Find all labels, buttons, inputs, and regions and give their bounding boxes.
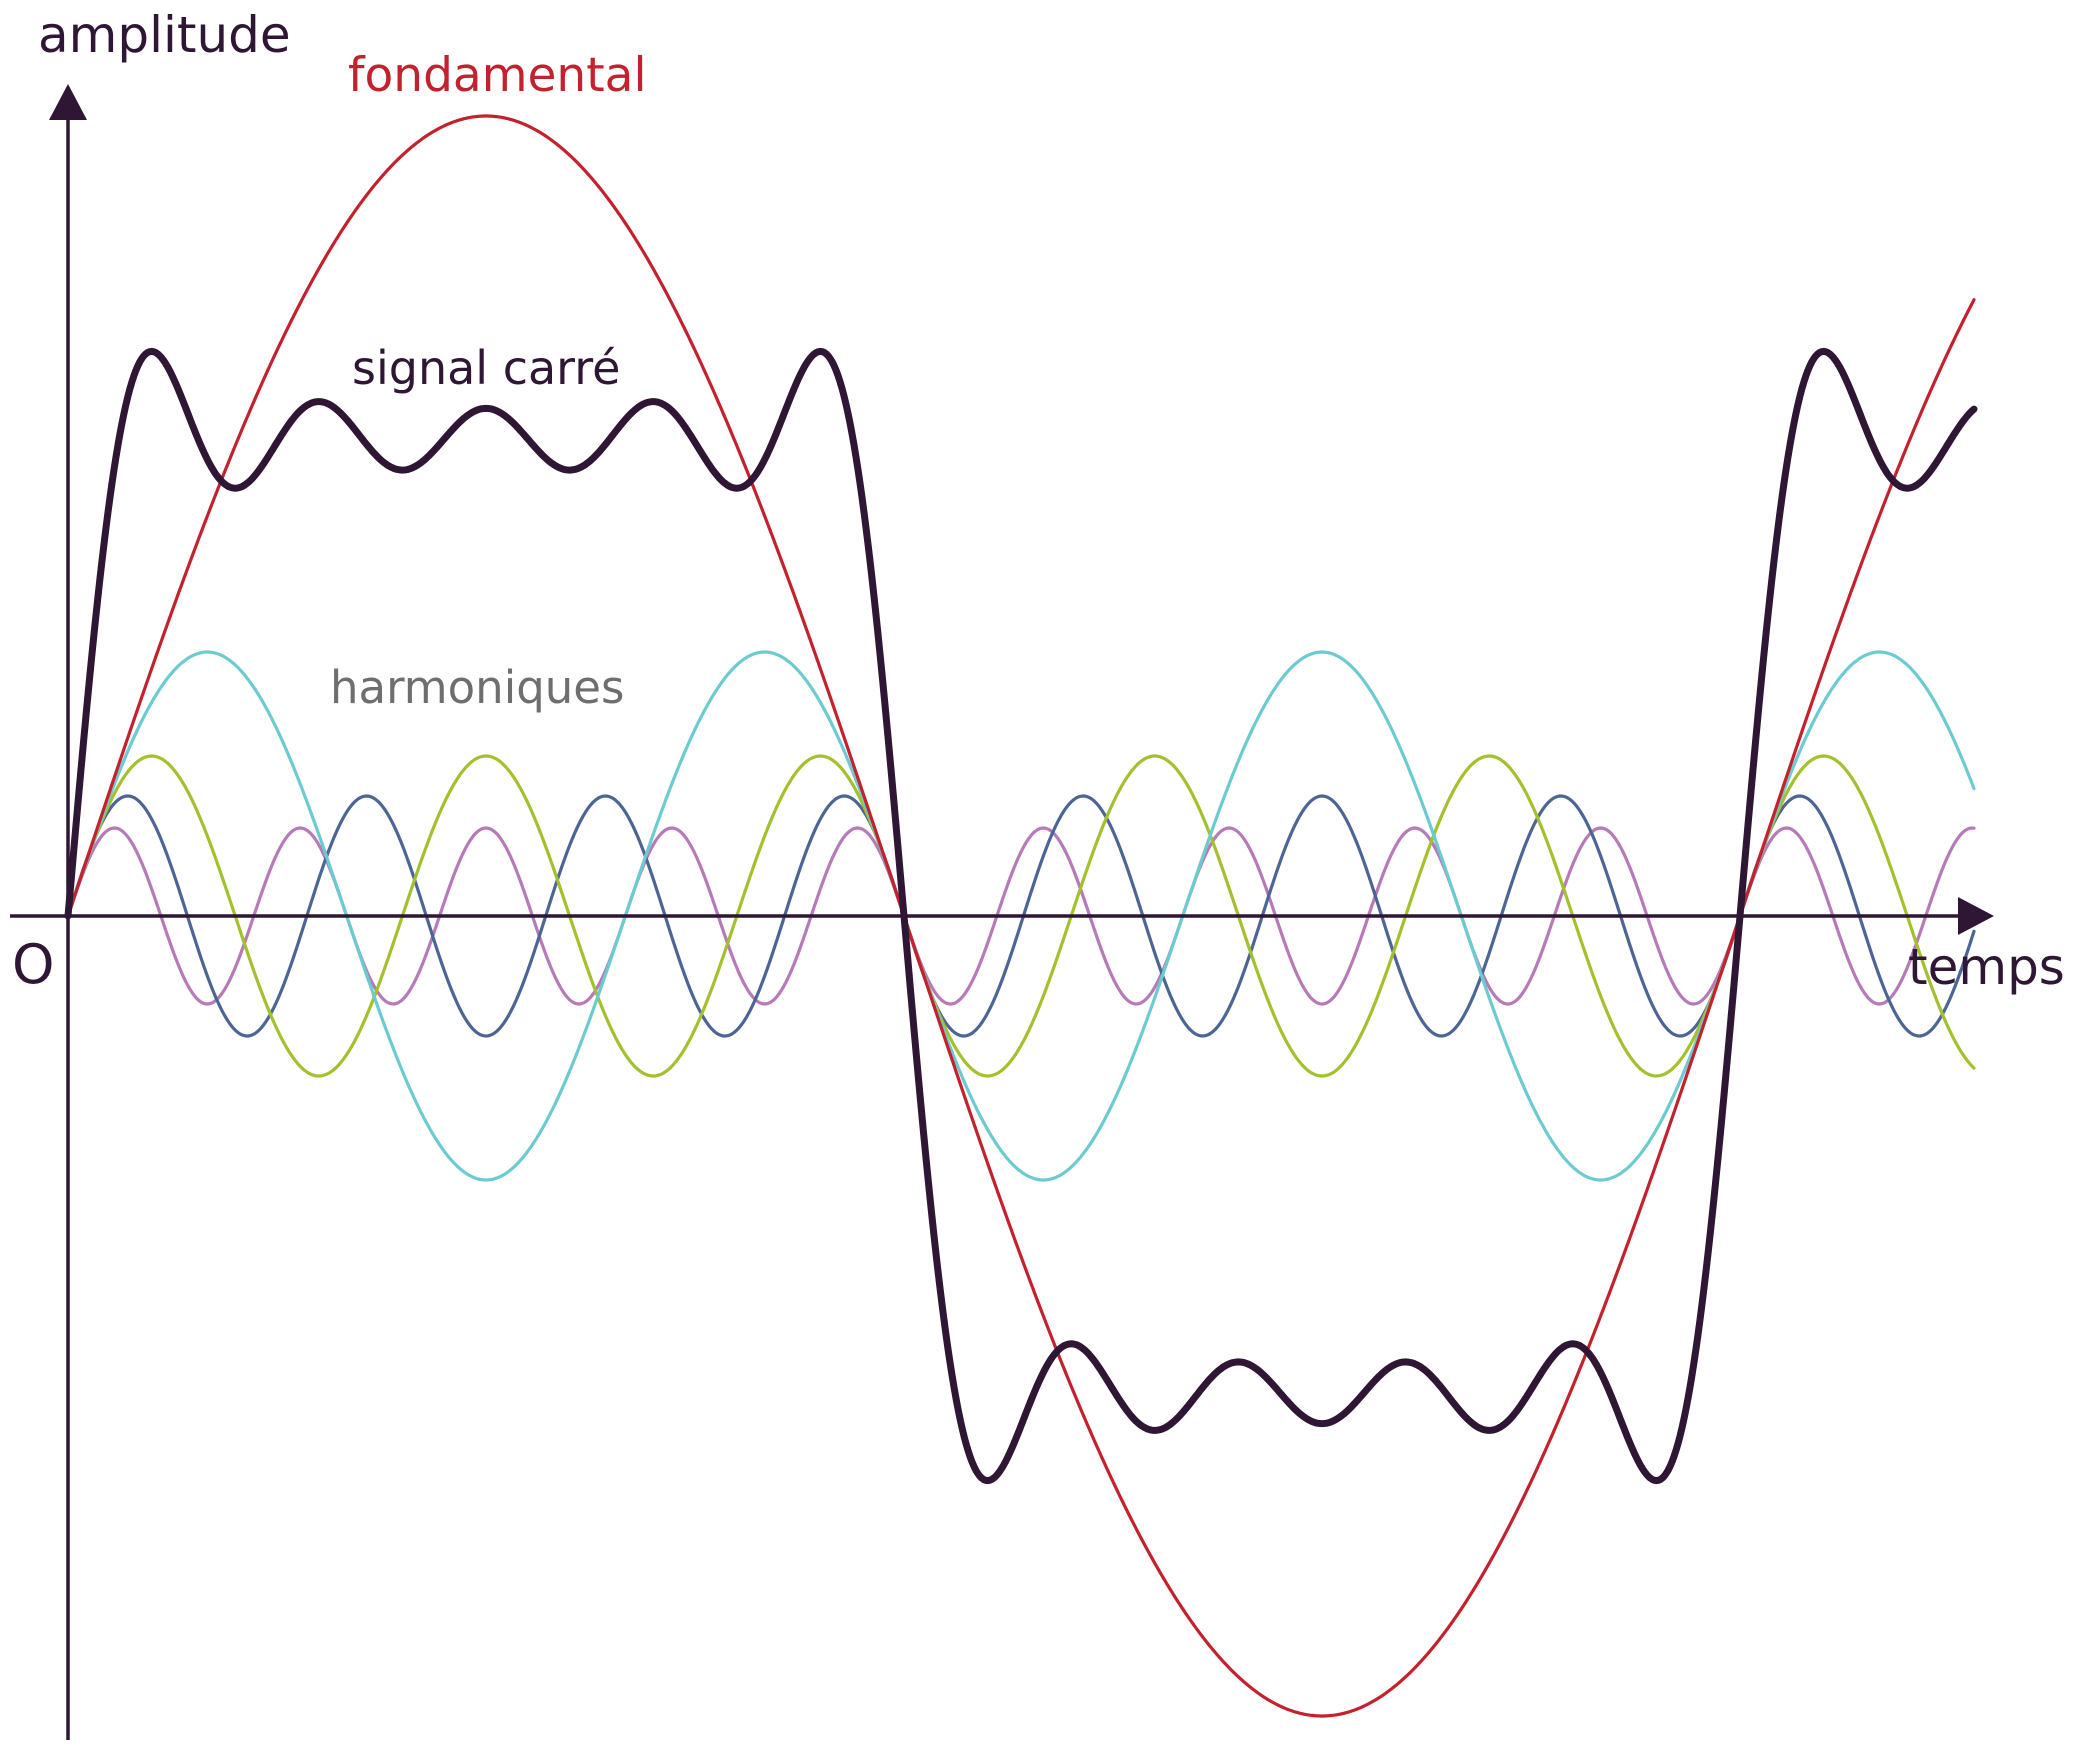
fundamental-label: fondamental (348, 48, 647, 103)
x-axis-label: temps (1908, 938, 2065, 996)
axes-layer (10, 84, 1994, 1740)
harmonic-5-curve (66, 754, 1976, 1078)
harmonic-9-curve (66, 826, 1976, 1006)
curves-layer (64, 114, 1978, 1718)
harmonic-7-curve (66, 794, 1976, 1038)
y-axis-arrowhead (49, 84, 87, 120)
square-signal-curve (64, 347, 1978, 1485)
harmonic-3-curve (66, 650, 1976, 1182)
harmonics-label: harmoniques (330, 661, 625, 714)
square-signal-label: signal carré (352, 341, 621, 395)
fundamental-curve (66, 114, 1976, 1718)
origin-label: O (12, 933, 55, 996)
x-axis-arrowhead (1958, 897, 1994, 935)
y-axis-label: amplitude (38, 6, 291, 64)
